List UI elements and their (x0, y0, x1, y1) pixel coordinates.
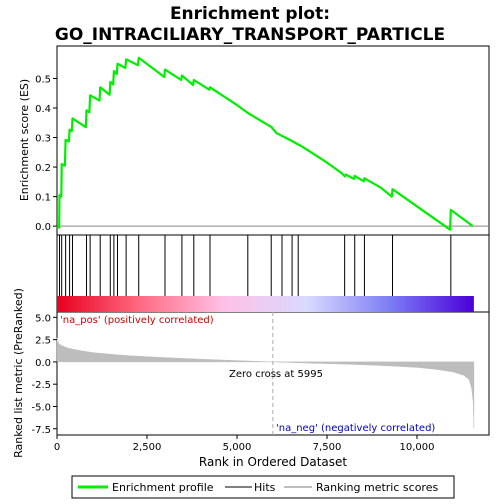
es-y-axis-label: Enrichment score (ES) (18, 79, 31, 201)
ranking-metric-fill (56, 337, 475, 428)
pos-correlated-label: 'na_pos' (positively correlated) (60, 315, 214, 326)
chart-title-line-1: Enrichment plot: (170, 4, 330, 24)
es-y-tick-label: 0.3 (35, 134, 51, 145)
neg-correlated-label: 'na_neg' (negatively correlated) (276, 423, 435, 434)
es-y-axis: 0.0 0.1 0.2 0.3 0.4 0.5 (35, 74, 57, 233)
es-y-tick-label: 0.2 (35, 163, 51, 174)
x-tick-label: 5,000 (223, 442, 252, 453)
metric-y-axis-label: Ranked list metric (PreRanked) (12, 288, 25, 458)
zero-cross-label: Zero cross at 5995 (229, 369, 323, 380)
legend-enrichment-label: Enrichment profile (112, 481, 214, 494)
legend-metric-label: Ranking metric scores (316, 481, 438, 494)
legend-box (71, 475, 455, 499)
legend-hits-label: Hits (254, 481, 276, 494)
metric-y-tick-label: -5.0 (31, 402, 51, 413)
x-axis-label: Rank in Ordered Dataset (199, 455, 347, 469)
ranking-metric-area (56, 337, 475, 428)
metric-y-tick-label: 5.0 (35, 313, 51, 324)
es-panel-frame (56, 45, 490, 236)
hit-markers (59, 235, 452, 296)
x-tick-label: 10,000 (400, 442, 435, 453)
metric-y-axis: 5.0 2.5 0.0 -2.5 -5.0 -7.5 (31, 313, 57, 436)
rank-heat-bar (57, 296, 474, 312)
chart-title-line-2: GO_INTRACILIARY_TRANSPORT_PARTICLE (55, 25, 445, 45)
x-axis: 0 2,500 5,000 7,500 10,000 (54, 435, 435, 453)
legend: Enrichment profile Hits Ranking metric s… (71, 475, 455, 499)
x-tick-label: 7,500 (313, 442, 342, 453)
metric-y-tick-label: -2.5 (31, 380, 51, 391)
x-tick-label: 0 (54, 442, 60, 453)
enrichment-profile-series (56, 56, 474, 231)
es-y-tick-label: 0.5 (35, 74, 51, 85)
x-tick-label: 2,500 (133, 442, 162, 453)
enrichment-profile-line (56, 56, 474, 231)
metric-y-tick-label: 0.0 (35, 358, 51, 369)
metric-y-tick-label: -7.5 (31, 425, 51, 436)
metric-y-tick-label: 2.5 (35, 336, 51, 347)
es-y-tick-label: 0.1 (35, 193, 51, 204)
es-y-tick-label: 0.0 (35, 222, 51, 233)
es-y-tick-label: 0.4 (35, 104, 51, 115)
